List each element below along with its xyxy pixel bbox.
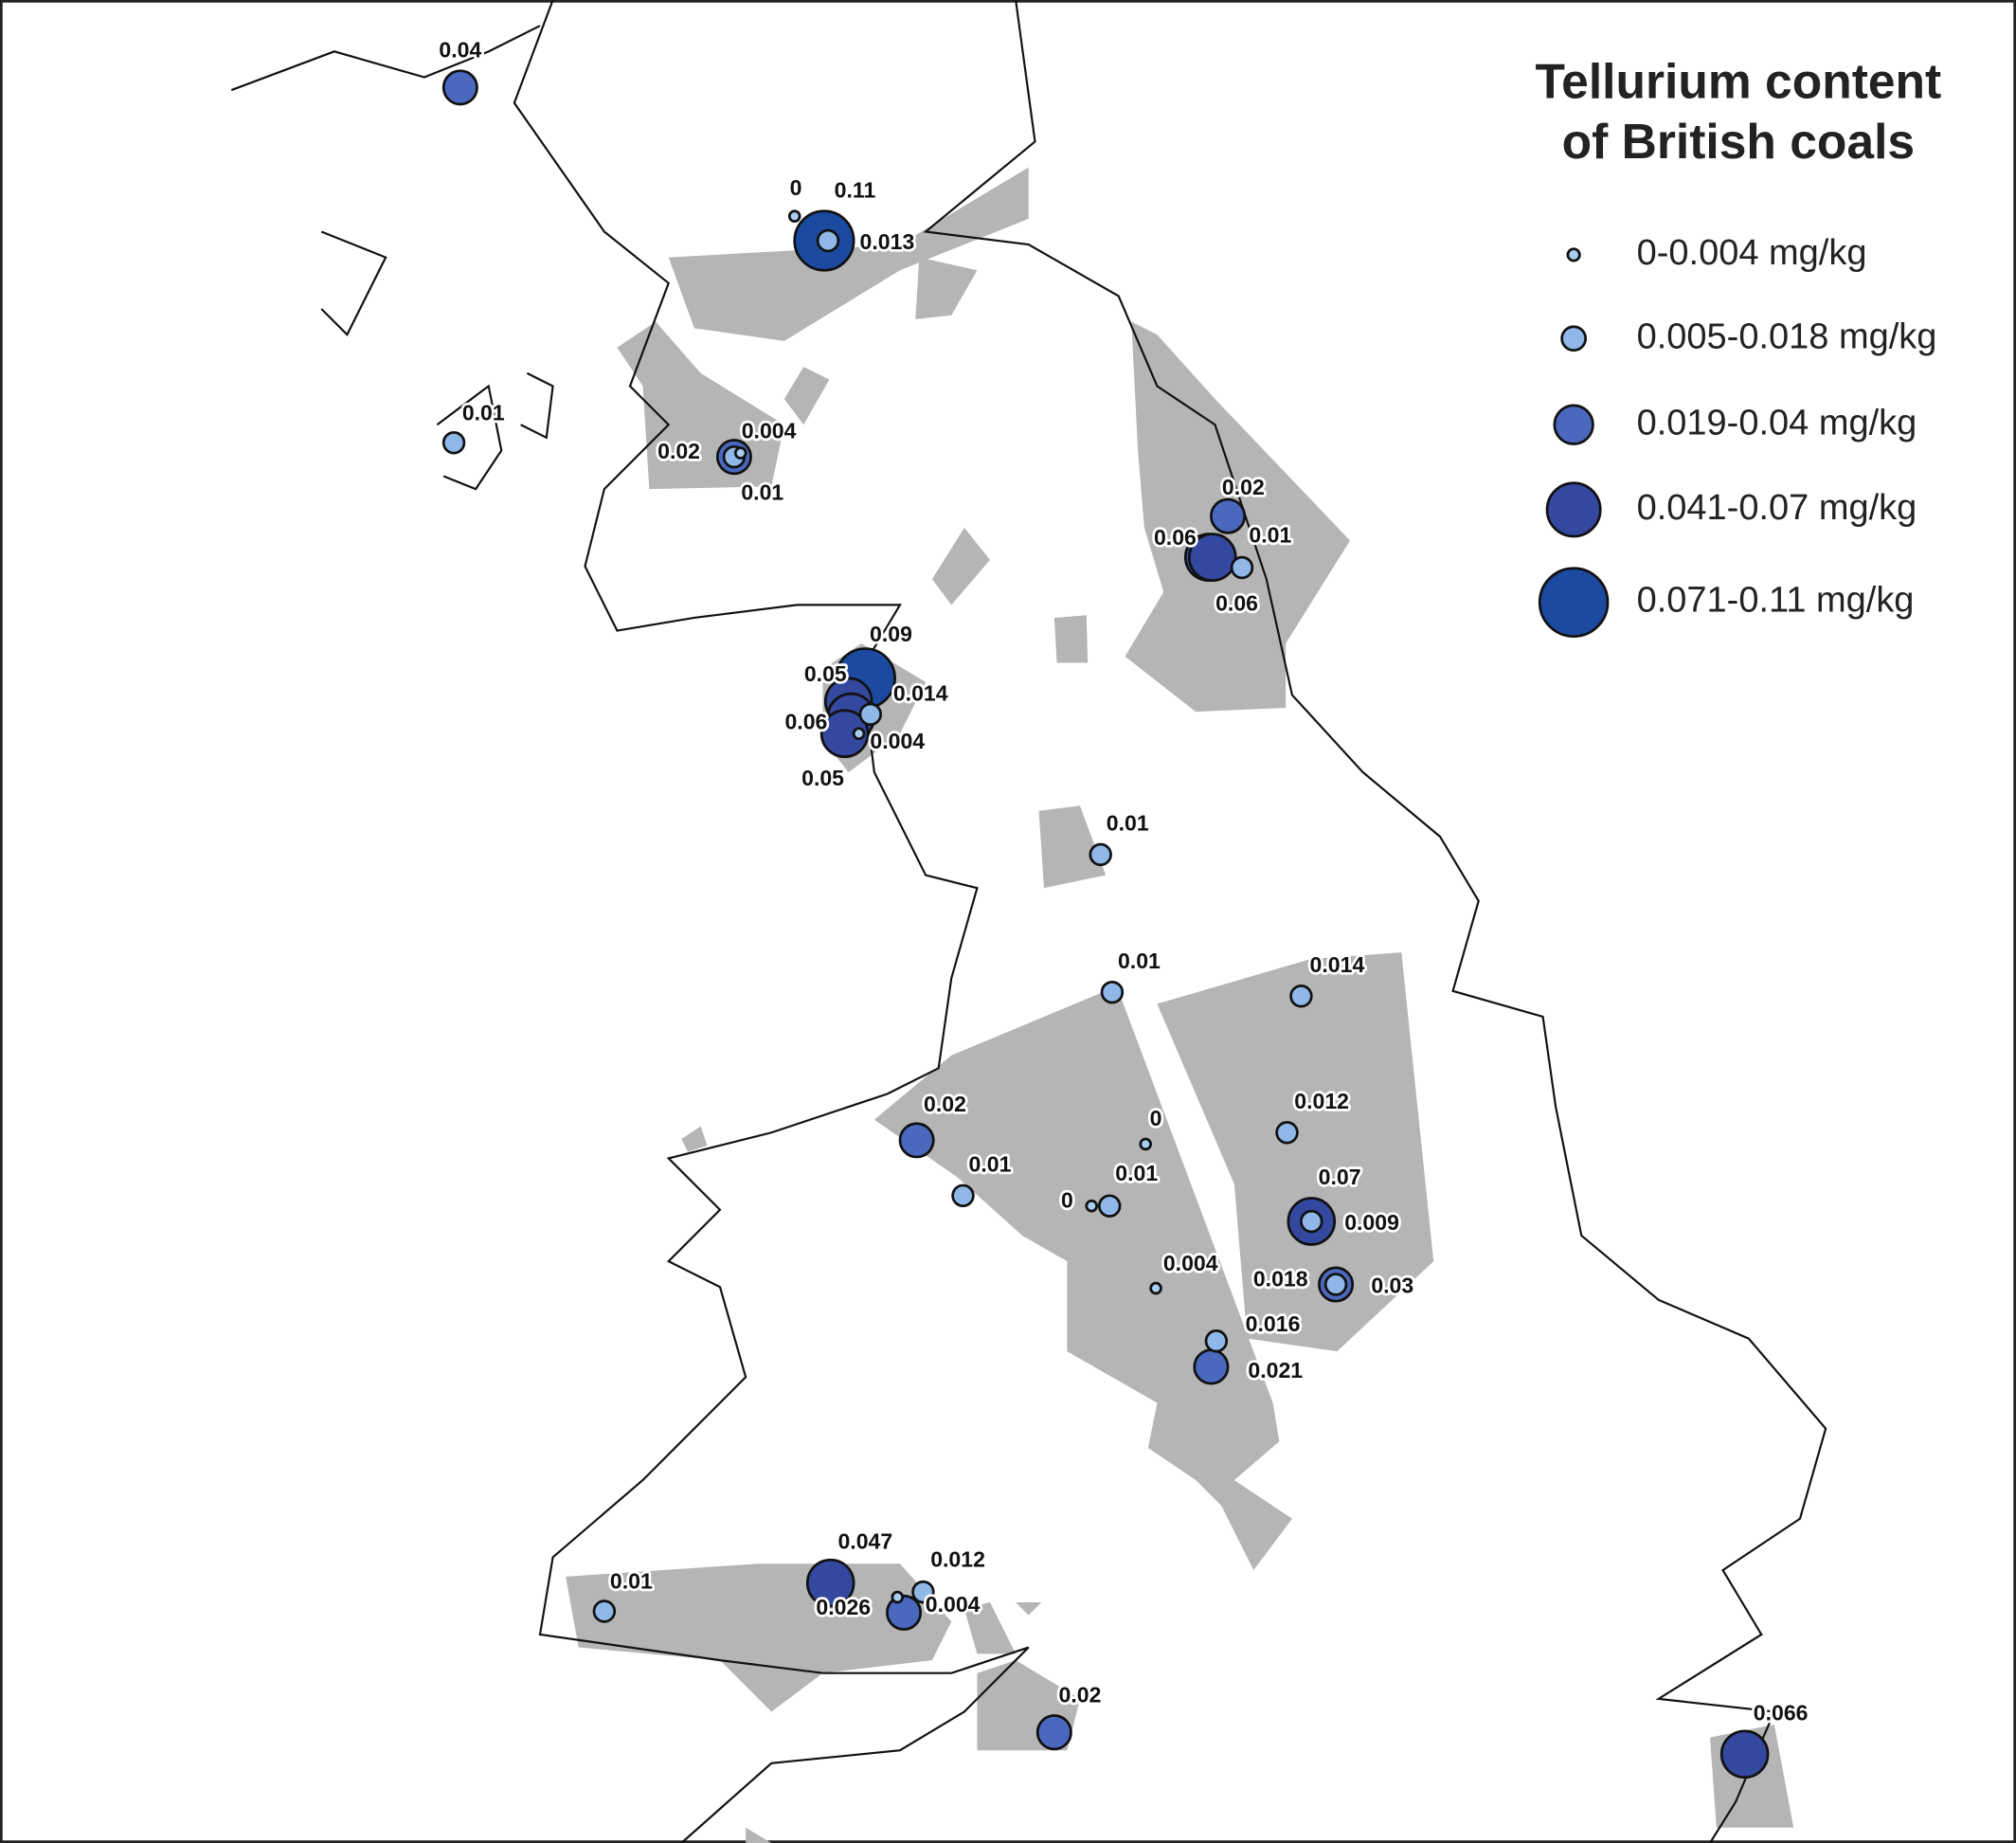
point-label: 0.01 — [1249, 522, 1291, 547]
sample-point — [852, 727, 866, 740]
point-label: 0.004 — [742, 418, 797, 443]
point-label: 0.02 — [1222, 475, 1265, 499]
point-label: 0.06 — [1215, 590, 1258, 615]
legend-label: 0.041-0.07 mg/kg — [1637, 488, 1917, 528]
point-label: 0.01 — [1107, 811, 1149, 836]
sample-point — [1085, 1199, 1098, 1213]
sample-point — [787, 209, 801, 223]
coalfields — [566, 167, 1794, 1843]
point-label: 0.021 — [1248, 1358, 1303, 1382]
sample-point — [1204, 1329, 1229, 1353]
points: 0.04 0 0.11 0.013 0.01 0.02 0.01 0.004 0.02 0.06 0… — [437, 35, 1810, 1780]
point-label: 0.06 — [1154, 525, 1197, 550]
point-label: 0.009 — [1344, 1210, 1399, 1235]
point-label: 0.05 — [801, 766, 844, 790]
point-label: 0.016 — [1246, 1311, 1301, 1336]
sample-point — [733, 446, 747, 460]
sample-point — [1289, 985, 1313, 1008]
legend-label: 0.071-0.11 mg/kg — [1637, 581, 1915, 621]
point-label: 0.014 — [1310, 952, 1365, 977]
sample-point — [1323, 1273, 1348, 1296]
sample-point — [1035, 1714, 1072, 1751]
point-label: 0.066 — [1754, 1700, 1809, 1725]
point-label: 0.018 — [1253, 1267, 1308, 1292]
sample-point — [441, 431, 466, 455]
point-label: 0.11 — [835, 177, 876, 202]
point-label: 0.01 — [969, 1152, 1012, 1177]
sample-point — [886, 1594, 923, 1631]
legend-symbol — [1538, 567, 1610, 638]
point-label: 0.09 — [870, 622, 912, 646]
sample-point — [891, 1590, 905, 1604]
point-label: 0.004 — [926, 1592, 981, 1617]
point-label: 0.01 — [610, 1569, 653, 1594]
legend: 0-0.004 mg/kg 0.005-0.018 mg/kg 0.019-0.04… — [1538, 233, 1937, 638]
sample-point — [1139, 1137, 1152, 1151]
point-label: 0.01 — [741, 480, 783, 505]
sample-point — [1149, 1281, 1162, 1295]
legend-label: 0.005-0.018 mg/kg — [1637, 316, 1937, 356]
sample-point — [1188, 533, 1237, 582]
sample-point — [1719, 1729, 1770, 1780]
point-label: 0.013 — [860, 229, 915, 254]
point-label: 0.05 — [804, 661, 847, 686]
sample-point — [898, 1122, 935, 1159]
sample-point — [1089, 842, 1112, 867]
point-label: 0.014 — [893, 681, 948, 706]
sample-point — [1098, 1194, 1122, 1218]
point-label: 0.012 — [1294, 1089, 1349, 1113]
legend-label: 0-0.004 mg/kg — [1637, 233, 1867, 273]
legend-symbol — [1560, 325, 1587, 352]
sample-point — [592, 1599, 617, 1623]
sample-point — [911, 1580, 935, 1604]
point-label: 0.047 — [837, 1529, 892, 1554]
point-label: 0.026 — [816, 1595, 871, 1619]
sample-point — [1275, 1121, 1299, 1145]
legend-symbol — [1545, 481, 1602, 538]
point-label: 0.01 — [1118, 949, 1161, 973]
sample-point — [951, 1183, 975, 1208]
sample-point — [805, 1558, 855, 1608]
sample-point — [1300, 1209, 1323, 1234]
point-label: 0.07 — [1319, 1165, 1361, 1189]
legend-label: 0.019-0.04 mg/kg — [1637, 403, 1917, 443]
sample-point — [1193, 1348, 1230, 1385]
sample-point — [858, 702, 882, 727]
legend-symbol — [1566, 247, 1581, 262]
point-label: 0.04 — [439, 37, 481, 62]
title: Tellurium content — [1536, 53, 1942, 108]
sample-point — [1100, 980, 1125, 1004]
point-label: 0 — [790, 175, 802, 200]
point-label: 0.03 — [1371, 1273, 1413, 1297]
legend-symbol — [1553, 404, 1594, 445]
point-label: 0.01 — [1115, 1161, 1158, 1185]
title: of British coals — [1562, 114, 1915, 169]
point-label: 0.02 — [1059, 1682, 1102, 1707]
point-label: 0.004 — [870, 729, 925, 753]
sample-point — [441, 69, 478, 106]
sample-point — [1210, 497, 1247, 534]
point-label: 0.012 — [930, 1547, 985, 1572]
sample-point — [1230, 555, 1254, 580]
point-label: 0.06 — [784, 709, 827, 733]
point-label: 0.004 — [1163, 1251, 1218, 1275]
point-label: 0.02 — [924, 1092, 966, 1116]
point-label: 0 — [1150, 1106, 1162, 1130]
point-label: 0.01 — [462, 400, 505, 425]
coastline — [230, 0, 1827, 1843]
sample-point — [816, 228, 840, 253]
point-label: 0.02 — [657, 439, 700, 463]
point-label: 0 — [1061, 1188, 1073, 1213]
sample-point — [819, 709, 870, 759]
